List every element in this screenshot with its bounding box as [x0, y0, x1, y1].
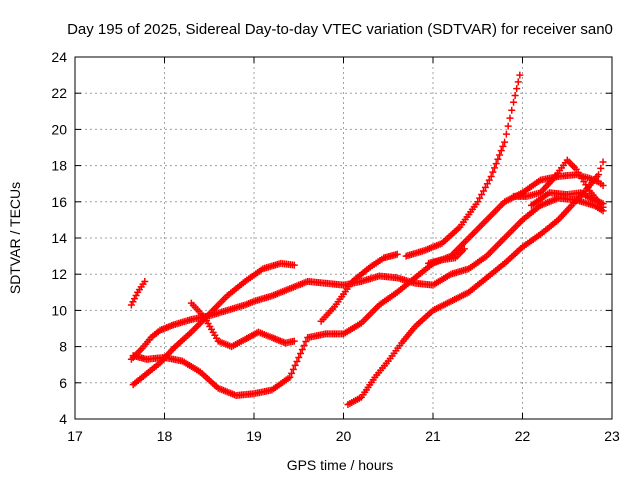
data-point: [127, 301, 135, 309]
data-point: [499, 142, 507, 150]
data-points: [127, 71, 607, 409]
x-tick-label: 19: [246, 428, 262, 444]
data-point: [501, 138, 509, 146]
data-point: [511, 91, 519, 99]
data-point: [485, 176, 493, 184]
data-point: [141, 277, 149, 285]
x-axis-label: GPS time / hours: [287, 457, 394, 473]
data-point: [508, 106, 516, 114]
data-point: [298, 345, 306, 353]
data-point: [129, 298, 137, 306]
data-point: [506, 114, 514, 122]
data-point: [487, 172, 495, 180]
data-point: [496, 151, 504, 159]
data-point: [300, 342, 308, 350]
x-tick-label: 20: [336, 428, 352, 444]
y-tick-label: 18: [51, 158, 67, 174]
series-arc-8: [402, 71, 524, 260]
y-tick-label: 14: [51, 230, 67, 246]
series-arc-1: [127, 277, 149, 309]
series-arc-4: [129, 259, 298, 389]
data-point: [291, 361, 299, 369]
data-point: [131, 295, 139, 303]
data-point: [597, 164, 605, 172]
data-point: [393, 250, 401, 258]
data-point: [474, 198, 482, 206]
x-tick-label: 22: [515, 428, 531, 444]
y-tick-label: 4: [59, 411, 67, 427]
data-point: [289, 365, 297, 373]
data-point: [293, 357, 301, 365]
y-tick-label: 12: [51, 266, 67, 282]
y-axis-label: SDTVAR / TECUs: [7, 182, 23, 294]
data-point: [483, 180, 491, 188]
x-tick-label: 23: [604, 428, 620, 444]
data-point: [516, 71, 524, 79]
data-point: [489, 168, 497, 176]
data-point: [478, 191, 486, 199]
data-point: [502, 130, 510, 138]
x-tick-label: 21: [425, 428, 441, 444]
data-point: [288, 369, 296, 377]
data-point: [494, 155, 502, 163]
y-tick-label: 8: [59, 339, 67, 355]
data-point: [460, 245, 468, 253]
data-point: [132, 291, 140, 299]
plot-frame: [74, 56, 613, 420]
series-arc-6: [317, 250, 401, 325]
y-tick-label: 6: [59, 375, 67, 391]
data-point: [476, 194, 484, 202]
series-arc-5: [187, 299, 298, 351]
data-point: [504, 122, 512, 130]
data-point: [497, 147, 505, 155]
data-point: [514, 78, 522, 86]
series-arc-11: [527, 189, 607, 209]
x-tick-label: 17: [67, 428, 83, 444]
data-point: [295, 353, 303, 361]
data-point: [480, 187, 488, 195]
data-point: [599, 158, 607, 166]
data-point: [599, 200, 607, 208]
data-point: [599, 182, 607, 190]
data-point: [302, 338, 310, 346]
data-point: [286, 373, 294, 381]
data-point: [297, 349, 305, 357]
data-point: [492, 160, 500, 168]
y-tick-label: 16: [51, 194, 67, 210]
data-point: [595, 171, 603, 179]
y-tick-label: 24: [51, 49, 67, 65]
data-point: [290, 337, 298, 345]
series-arc-9: [425, 245, 468, 267]
y-tick-label: 20: [51, 121, 67, 137]
data-point: [290, 261, 298, 269]
axis-ticks: 17 18 19 20 21 22 23 4 6 8 10 12 14 16 18 20 22 24: [51, 49, 620, 444]
data-point: [513, 85, 521, 93]
chart-title: Day 195 of 2025, Sidereal Day-to-day VTE…: [67, 21, 613, 38]
y-tick-label: 22: [51, 85, 67, 101]
series-arc-7: [344, 158, 607, 409]
y-tick-label: 10: [51, 302, 67, 318]
data-point: [491, 164, 499, 172]
data-point: [510, 98, 518, 106]
series-arc-2: [127, 194, 607, 363]
data-point: [481, 183, 489, 191]
x-tick-label: 18: [157, 428, 173, 444]
